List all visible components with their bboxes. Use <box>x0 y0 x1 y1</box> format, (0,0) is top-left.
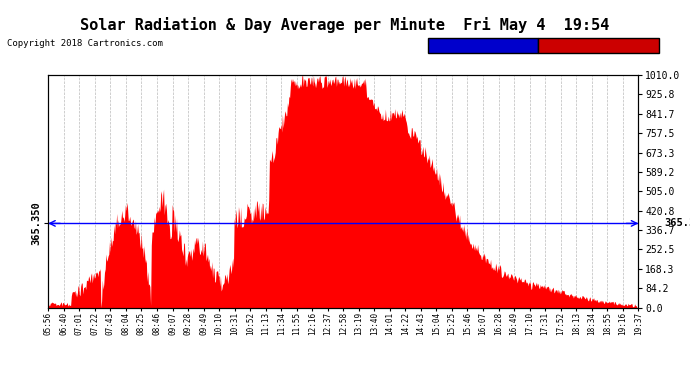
Text: Copyright 2018 Cartronics.com: Copyright 2018 Cartronics.com <box>7 39 163 48</box>
Text: Solar Radiation & Day Average per Minute  Fri May 4  19:54: Solar Radiation & Day Average per Minute… <box>80 17 610 33</box>
Text: 365.350: 365.350 <box>664 218 690 228</box>
Text: Median  (w/m2): Median (w/m2) <box>429 40 504 49</box>
Text: Radiation  (w/m2): Radiation (w/m2) <box>540 40 631 49</box>
